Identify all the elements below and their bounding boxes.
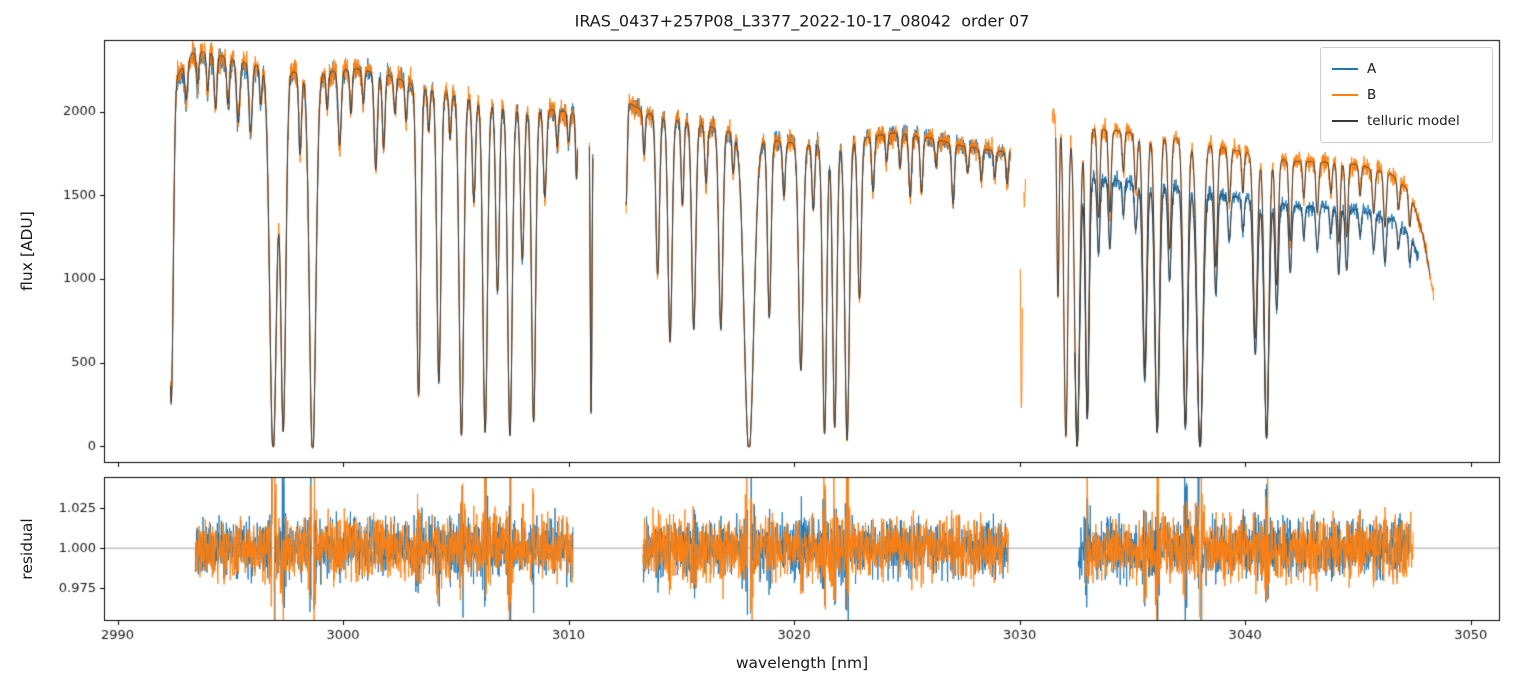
legend-label-a: A	[1367, 61, 1377, 77]
legend: A B telluric model	[1320, 47, 1493, 143]
telluric-model-line-swatch	[1332, 120, 1358, 122]
plot-title: IRAS_0437+257P08_L3377_2022-10-17_08042 …	[574, 11, 1030, 31]
legend-label-telluric-model: telluric model	[1367, 113, 1460, 129]
legend-item-b: B	[1321, 82, 1492, 108]
legend-label-b: B	[1367, 87, 1377, 103]
legend-item-telluric-model: telluric model	[1321, 108, 1492, 134]
residual-axis-label: residual	[18, 518, 36, 580]
flux-axis-label: flux [ADU]	[18, 211, 36, 291]
series-a-line-swatch	[1332, 68, 1358, 70]
series-b-line-swatch	[1332, 94, 1358, 96]
x-axis-label: wavelength [nm]	[735, 654, 869, 672]
legend-item-a: A	[1321, 56, 1492, 82]
